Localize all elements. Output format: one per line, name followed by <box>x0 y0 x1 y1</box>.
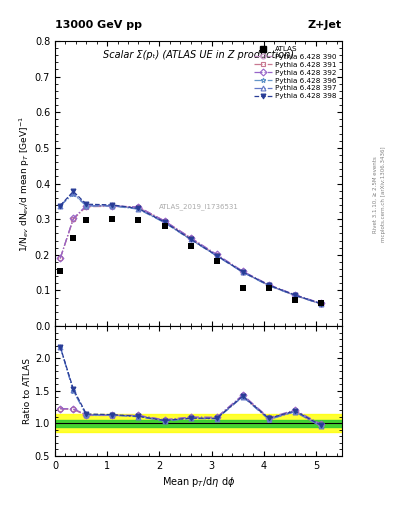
Text: Z+Jet: Z+Jet <box>308 20 342 30</box>
Bar <box>55 414 342 432</box>
Text: 13000 GeV pp: 13000 GeV pp <box>55 20 142 30</box>
Y-axis label: 1/N$_{ev}$ dN$_{ev}$/d mean p$_T$ [GeV]$^{-1}$: 1/N$_{ev}$ dN$_{ev}$/d mean p$_T$ [GeV]$… <box>18 116 32 251</box>
Text: Scalar Σ(pₜ) (ATLAS UE in Z production): Scalar Σ(pₜ) (ATLAS UE in Z production) <box>103 50 294 59</box>
Text: ATLAS_2019_I1736531: ATLAS_2019_I1736531 <box>158 203 239 210</box>
X-axis label: Mean p$_T$/d$\eta$ d$\phi$: Mean p$_T$/d$\eta$ d$\phi$ <box>162 475 235 489</box>
Y-axis label: Ratio to ATLAS: Ratio to ATLAS <box>23 358 32 424</box>
Bar <box>55 420 342 426</box>
Legend: ATLAS, Pythia 6.428 390, Pythia 6.428 391, Pythia 6.428 392, Pythia 6.428 396, P: ATLAS, Pythia 6.428 390, Pythia 6.428 39… <box>253 45 338 101</box>
Text: Rivet 3.1.10, ≥ 2.5M events: Rivet 3.1.10, ≥ 2.5M events <box>373 156 378 233</box>
Text: mcplots.cern.ch [arXiv:1306.3436]: mcplots.cern.ch [arXiv:1306.3436] <box>381 147 386 242</box>
